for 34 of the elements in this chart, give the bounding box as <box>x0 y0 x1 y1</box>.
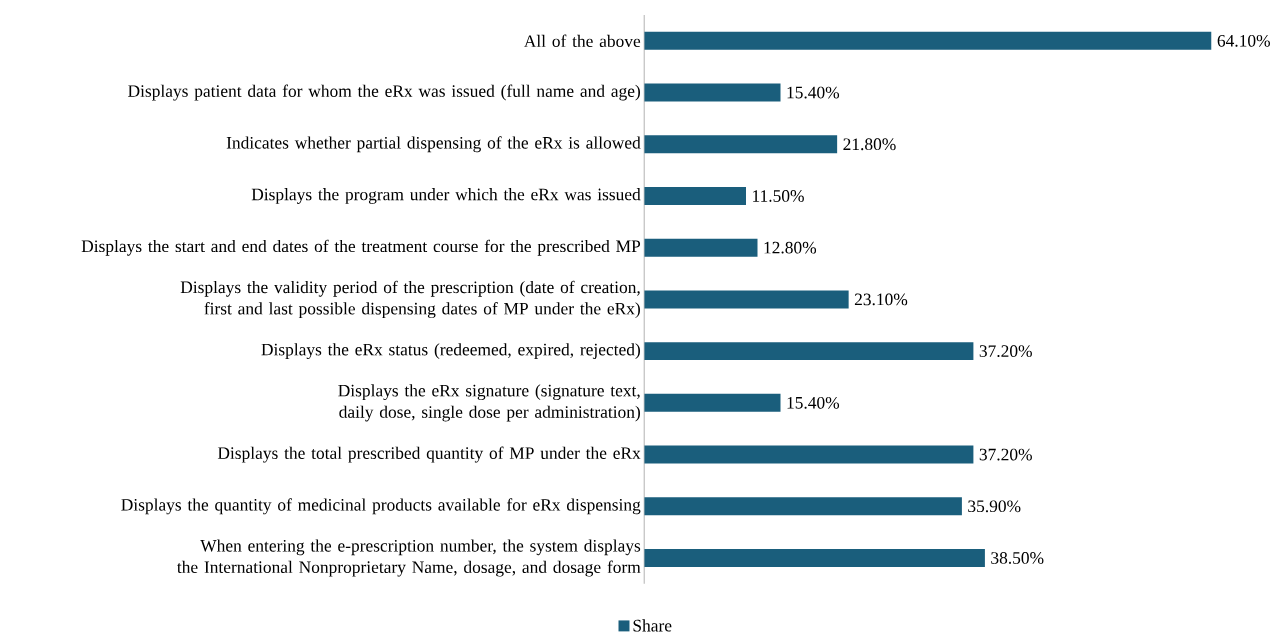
bar <box>644 290 849 309</box>
legend-label: Share <box>633 619 672 632</box>
data-label: 37.20% <box>979 345 1032 358</box>
data-label: 21.80% <box>843 138 896 151</box>
y-tick-label: Displays the eRx status (redeemed, expired, rejected) <box>261 343 640 360</box>
bar <box>644 135 838 154</box>
y-tick-label: Displays patient data for whom the eRx was issued (full name and age) <box>128 84 641 101</box>
bar <box>644 445 974 464</box>
y-tick-label: When entering the e-prescription number, the system displays the International Nonproprietary Name, dosage, and dosage form <box>177 539 641 577</box>
y-tick-label: Displays the total prescribed quantity of MP under the eRx <box>217 446 641 463</box>
y-tick-label: Displays the program under which the eRx was issued <box>251 188 641 205</box>
data-label: 38.50% <box>991 552 1044 565</box>
y-tick-label: Displays the validity period of the prescription (date of creation, first and last possible dispensing dates of MP under the eRx) <box>180 280 640 319</box>
data-label: 11.50% <box>753 190 804 203</box>
data-label: 64.10% <box>1217 35 1270 47</box>
bar <box>644 187 746 206</box>
y-tick-label: Displays the start and end dates of the treatment course for the prescribed MP <box>81 239 641 256</box>
bar <box>644 238 758 257</box>
data-label: 15.40% <box>787 397 840 409</box>
data-label: 12.80% <box>764 241 817 254</box>
data-label: 15.40% <box>787 86 840 99</box>
data-label: 37.20% <box>979 448 1032 461</box>
bar <box>644 83 781 102</box>
data-label: 23.10% <box>854 293 908 306</box>
bar <box>644 549 985 568</box>
bar <box>644 497 962 516</box>
y-tick-label: All of the above <box>523 34 641 48</box>
y-tick-label: Displays the quantity of medicinal products available for eRx dispensing <box>121 498 641 515</box>
data-label: 35.90% <box>968 500 1021 513</box>
bar <box>644 394 781 412</box>
y-tick-label: Indicates whether partial dispensing of the eRx is allowed <box>226 136 641 153</box>
bar <box>644 31 1212 50</box>
bar <box>644 342 974 361</box>
y-tick-label: Displays the eRx signature (signature text, daily dose, single dose per administration) <box>338 384 640 422</box>
